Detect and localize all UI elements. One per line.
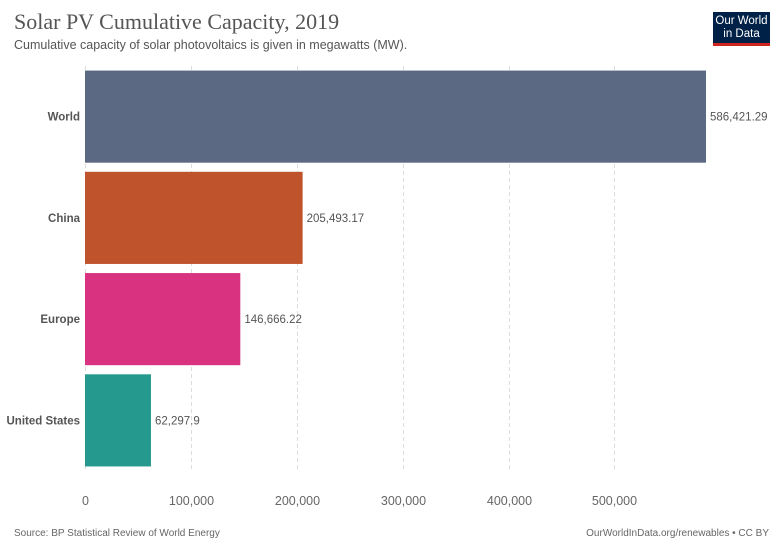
value-label: 146,666.22 <box>244 314 302 326</box>
category-label: Europe <box>40 314 80 326</box>
bar <box>85 273 241 366</box>
x-tick-label: 0 <box>82 494 89 508</box>
chart-title: Solar PV Cumulative Capacity, 2019 <box>14 9 340 34</box>
x-axis-ticks: 0 100,000 200,000 300,000 400,000 500,000 <box>82 494 637 508</box>
value-label: 62,297.9 <box>155 415 200 427</box>
bar <box>85 70 706 163</box>
bar <box>85 374 151 467</box>
labels: World 586,421.29 China 205,493.17 Europe 146,… <box>7 112 768 428</box>
logo-line-1: Our World <box>715 15 768 27</box>
x-tick-label: 100,000 <box>169 494 214 508</box>
chart-subtitle: Cumulative capacity of solar photovoltai… <box>14 38 408 52</box>
category-label: World <box>48 112 80 124</box>
x-tick-label: 400,000 <box>487 494 532 508</box>
category-label: China <box>48 213 81 225</box>
owid-logo[interactable]: Our World in Data <box>713 12 770 46</box>
source-note: Source: BP Statistical Review of World E… <box>14 528 220 539</box>
bars <box>85 70 706 467</box>
value-label: 205,493.17 <box>307 213 365 225</box>
x-tick-label: 300,000 <box>381 494 426 508</box>
x-tick-label: 200,000 <box>275 494 320 508</box>
value-label: 586,421.29 <box>710 112 768 124</box>
logo-line-2: in Data <box>723 28 760 40</box>
source-link[interactable]: OurWorldInData.org/renewables • CC BY <box>586 528 769 539</box>
category-label: United States <box>7 415 81 427</box>
x-tick-label: 500,000 <box>592 494 637 508</box>
bar <box>85 171 303 264</box>
